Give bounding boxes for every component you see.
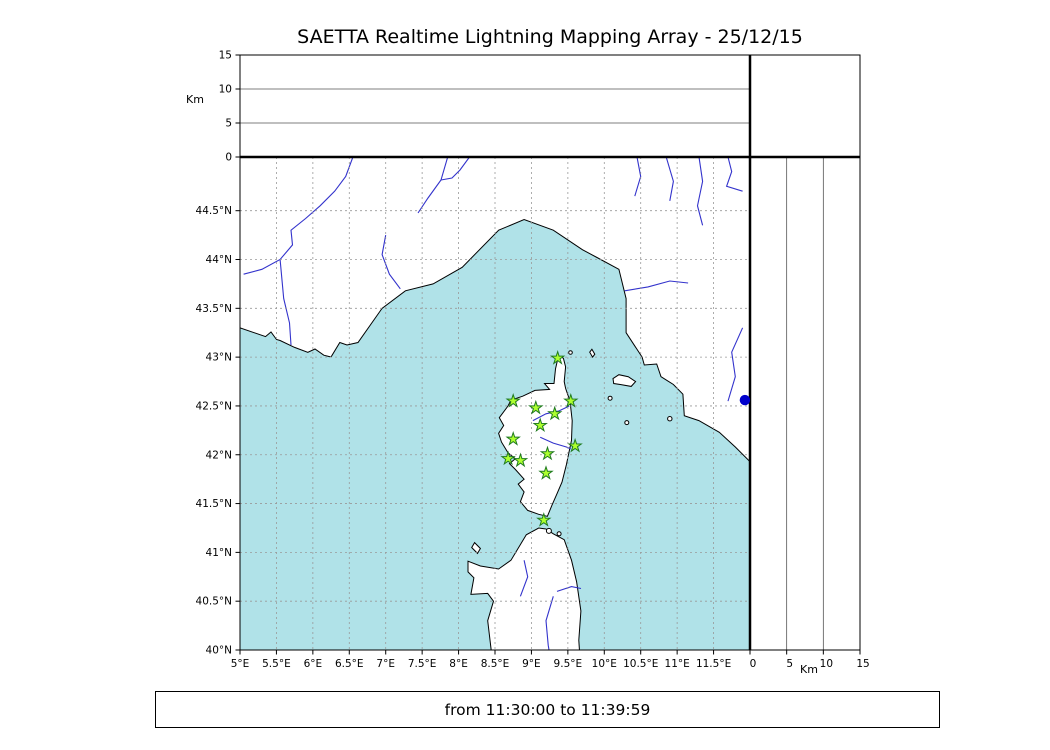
- station-marker: [563, 393, 579, 408]
- station-marker: [505, 431, 521, 446]
- river-arno: [624, 280, 689, 292]
- x-tick-label: 5.5°E: [262, 658, 291, 670]
- map-gridlines: [240, 157, 750, 650]
- y-tick-label: 40°N: [206, 645, 232, 657]
- corsica-coast: [498, 355, 573, 517]
- altitude-latitude-panel: [750, 157, 860, 650]
- station-marker: [528, 399, 544, 415]
- x-tick-label: 6.5°E: [335, 658, 364, 670]
- x-tick-label: 5°E: [231, 658, 250, 670]
- x-tick-label: 10°E: [592, 658, 617, 670]
- station-marker: [547, 405, 563, 421]
- altitude-longitude-panel: [240, 55, 750, 157]
- y-tick-label: 44.5°N: [196, 205, 232, 217]
- x-tick-label: 9.5°E: [554, 658, 583, 670]
- event-marker: [739, 394, 751, 406]
- river-posada: [556, 586, 582, 592]
- x-tick-label: 11.5°E: [696, 658, 731, 670]
- station-marker: [539, 445, 556, 461]
- event-marker-group: [739, 394, 751, 406]
- giraglia-islet: [568, 350, 573, 355]
- river-tavignano: [539, 436, 572, 450]
- river-coghinas: [519, 560, 529, 597]
- altitude-panel-gridlines: [240, 88, 750, 124]
- river-panaro: [665, 157, 674, 201]
- x-tick-label: 11°E: [665, 658, 690, 670]
- mainland-coast: [240, 157, 750, 463]
- montecristo-island: [624, 420, 630, 426]
- station-marker: [512, 452, 529, 468]
- x-tick-label: 9°E: [522, 658, 541, 670]
- y-tick-label: 44°N: [206, 254, 232, 266]
- river-lower-branch: [279, 259, 292, 346]
- station-marker: [536, 512, 552, 527]
- river-tiber-upper: [727, 327, 744, 402]
- pianosa-island: [607, 395, 613, 401]
- altitude-tick-label: 5: [225, 118, 232, 130]
- station-marker: [505, 393, 521, 408]
- river-secchia: [634, 157, 642, 197]
- river-reno: [696, 157, 704, 226]
- y-tick-label: 40.5°N: [196, 596, 232, 608]
- altitude-axis-label-right: Km: [800, 663, 818, 676]
- capraia-island: [589, 348, 596, 358]
- station-marker: [532, 417, 548, 432]
- y-tick-label: 42.5°N: [196, 400, 232, 412]
- x-tick-label: 7.5°E: [408, 658, 437, 670]
- y-tick-label: 43°N: [206, 352, 232, 364]
- altitude-tick-label: 10: [219, 84, 232, 96]
- x-tick-label: 8.5°E: [481, 658, 510, 670]
- sardinia-coast: [467, 527, 582, 650]
- y-tick-label: 42°N: [206, 449, 232, 461]
- x-tick-label: 8°E: [449, 658, 468, 670]
- station-markers: [500, 349, 583, 527]
- giglio-island: [667, 416, 673, 422]
- river-var: [381, 235, 401, 290]
- chart-title: SAETTA Realtime Lightning Mapping Array …: [297, 26, 803, 48]
- altitude-tick-label-right: 15: [856, 658, 869, 670]
- altitude-tick-label: 0: [225, 152, 232, 164]
- time-range-label: from 11:30:00 to 11:39:59: [444, 700, 651, 719]
- elba-island: [612, 374, 637, 387]
- altitude-tick-label: 15: [219, 50, 232, 62]
- station-marker: [549, 349, 566, 365]
- altitude-axis-label-top: Km: [186, 93, 204, 106]
- axis-tick-labels: 5°E 5.5°E 6°E 6.5°E 7°E 7.5°E 8°E 8.5°E 9°E 9.5°E…: [196, 50, 870, 671]
- river-tanaro: [417, 157, 449, 214]
- altitude-tick-label-right: 10: [820, 658, 833, 670]
- station-marker: [567, 437, 583, 453]
- altitude-tick-label-right: 5: [786, 658, 793, 670]
- station-marker: [538, 465, 554, 480]
- altitude-panel-gridlines-right: [786, 157, 824, 650]
- time-range-box: from 11:30:00 to 11:39:59: [155, 691, 940, 728]
- station-marker: [500, 450, 516, 466]
- rivers: [243, 157, 744, 650]
- corner-panel: [750, 55, 860, 157]
- maddalena-island-2: [556, 531, 562, 537]
- map-area: [240, 157, 750, 650]
- x-tick-label: 6°E: [304, 658, 323, 670]
- landmasses: [240, 157, 750, 650]
- river-tirso: [545, 596, 554, 650]
- river-durance: [243, 157, 354, 275]
- y-tick-label: 43.5°N: [196, 303, 232, 315]
- altitude-tick-label-right: 0: [750, 658, 757, 670]
- y-tick-label: 41°N: [206, 547, 232, 559]
- x-tick-label: 10.5°E: [623, 658, 658, 670]
- maddalena-island: [545, 527, 552, 534]
- river-po-branch: [725, 157, 743, 192]
- y-tick-label: 41.5°N: [196, 498, 232, 510]
- x-tick-label: 7°E: [376, 658, 395, 670]
- axis-ticks: [235, 54, 861, 655]
- asinara-island: [471, 541, 482, 555]
- river-stura: [440, 157, 470, 181]
